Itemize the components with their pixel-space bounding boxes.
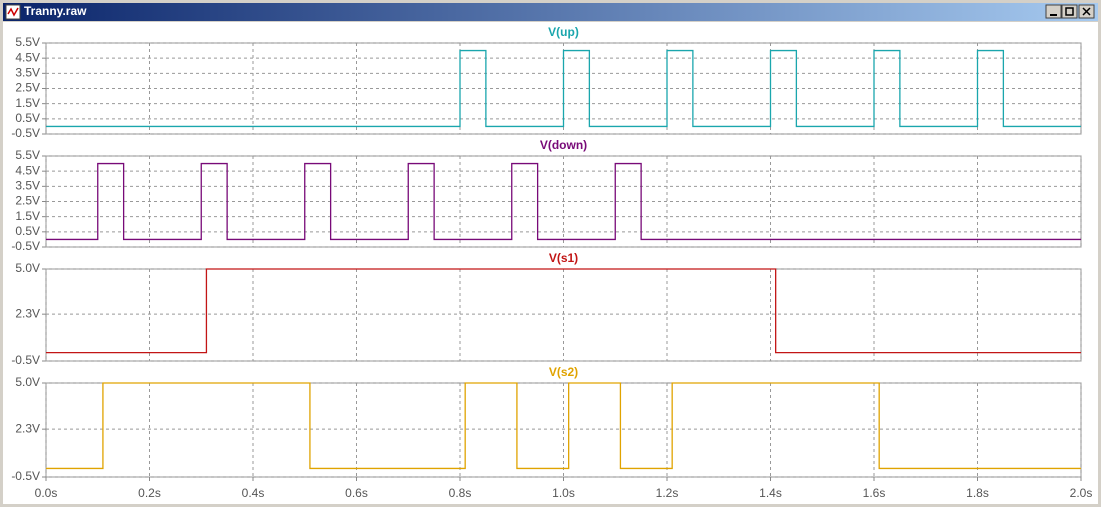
waveform bbox=[46, 382, 1081, 470]
x-tick-label: 0.6s bbox=[345, 486, 368, 500]
x-tick-label: 1.6s bbox=[863, 486, 886, 500]
y-tick-label: 0.5V bbox=[15, 224, 40, 238]
waveform bbox=[46, 162, 1081, 241]
y-tick-label: 2.3V bbox=[15, 306, 40, 320]
y-tick-label: -0.5V bbox=[11, 126, 40, 140]
title-bar bbox=[3, 3, 1098, 21]
y-tick-label: 2.5V bbox=[15, 194, 40, 208]
x-tick-label: 0.2s bbox=[138, 486, 161, 500]
x-tick-label: 2.0s bbox=[1070, 486, 1093, 500]
restore-glyph bbox=[1065, 7, 1074, 16]
x-tick-label: 1.0s bbox=[552, 486, 575, 500]
y-tick-label: 1.5V bbox=[15, 209, 40, 223]
trace-label: V(up) bbox=[548, 25, 579, 39]
y-tick-label: -0.5V bbox=[11, 239, 40, 253]
y-tick-label: 0.5V bbox=[15, 111, 40, 125]
x-tick-label: 0.8s bbox=[449, 486, 472, 500]
trace-label: V(down) bbox=[540, 138, 587, 152]
y-tick-label: -0.5V bbox=[11, 469, 40, 483]
y-tick-label: 3.5V bbox=[15, 66, 40, 80]
y-tick-label: 1.5V bbox=[15, 96, 40, 110]
x-tick-label: 0.4s bbox=[242, 486, 265, 500]
trace-label: V(s2) bbox=[549, 365, 578, 379]
restore-button[interactable] bbox=[1061, 4, 1078, 19]
y-tick-label: 5.0V bbox=[15, 261, 40, 275]
y-tick-label: -0.5V bbox=[11, 353, 40, 367]
y-tick-label: 2.5V bbox=[15, 81, 40, 95]
minimize-button[interactable] bbox=[1045, 4, 1062, 19]
y-tick-label: 5.0V bbox=[15, 375, 40, 389]
x-tick-label: 1.4s bbox=[759, 486, 782, 500]
window-buttons[interactable] bbox=[1045, 4, 1095, 19]
y-tick-label: 4.5V bbox=[15, 50, 40, 64]
y-tick-label: 4.5V bbox=[15, 163, 40, 177]
y-tick-label: 5.5V bbox=[15, 35, 40, 49]
y-tick-label: 5.5V bbox=[15, 148, 40, 162]
waveform bbox=[46, 268, 1081, 354]
window-icon-glyph bbox=[7, 7, 19, 17]
close-glyph bbox=[1082, 7, 1091, 16]
x-tick-label: 1.8s bbox=[966, 486, 989, 500]
waveform bbox=[46, 49, 1081, 128]
x-tick-label: 1.2s bbox=[656, 486, 679, 500]
y-tick-label: 2.3V bbox=[15, 421, 40, 435]
plot-area bbox=[3, 22, 1098, 504]
window-title: Tranny.raw bbox=[24, 4, 87, 18]
y-tick-label: 3.5V bbox=[15, 179, 40, 193]
trace-label: V(s1) bbox=[549, 251, 578, 265]
x-tick-label: 0.0s bbox=[35, 486, 58, 500]
